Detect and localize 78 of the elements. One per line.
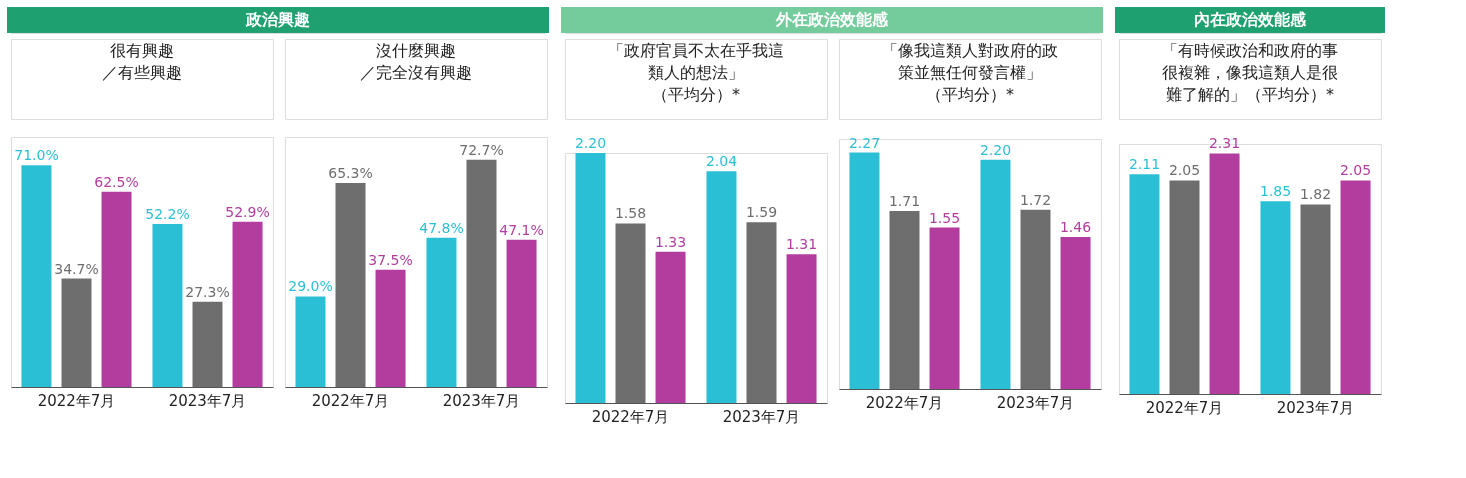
bar [1169,180,1200,394]
data-label: 1.85 [1259,183,1292,200]
data-label: 1.71 [888,192,921,209]
bar [1209,153,1240,394]
data-label: 34.7% [54,260,99,277]
bar [1020,209,1051,389]
text: 外在政治效能感 [775,10,889,29]
data-label: 52.2% [145,205,190,222]
data-label: 2.20 [574,135,607,151]
bar [426,237,457,387]
data-label: 47.1% [499,221,544,238]
data-label: 65.3% [328,164,373,181]
x-tick-label: 2022年7月 [591,407,670,426]
data-label: 1.31 [785,236,818,253]
data-label: 2.31 [1208,135,1241,152]
x-tick-label: 2022年7月 [865,393,944,412]
data-label: 29.0% [288,278,333,295]
chart-title: 「像我這類人對政府的政策並無任何發言權」（平均分）* [882,41,1058,104]
bar [1340,180,1371,394]
bar [615,223,646,403]
x-tick-label: 2023年7月 [996,393,1075,412]
data-label: 47.8% [419,219,464,236]
x-tick-label: 2022年7月 [1145,398,1224,417]
data-label: 1.46 [1059,218,1092,235]
bar [1060,236,1091,389]
bar [849,152,880,389]
bar [1260,201,1291,394]
x-tick-label: 2023年7月 [1276,398,1355,417]
x-tick-label: 2023年7月 [722,407,801,426]
bar [786,254,817,403]
bar [192,301,223,387]
data-label: 62.5% [94,173,139,190]
data-label: 27.3% [185,283,230,300]
text: 政治興趣 [245,10,310,29]
bar [506,239,537,387]
bar [889,210,920,389]
text: 內在政治效能感 [1194,10,1307,29]
data-label: 2.20 [979,141,1012,158]
bar [980,159,1011,389]
bar [335,182,366,387]
bar [295,296,326,387]
data-label: 1.55 [928,209,961,226]
x-tick-label: 2022年7月 [37,391,116,410]
bar [706,171,737,403]
chart-title: 「政府官員不太在乎我這類人的想法」（平均分）* [608,41,784,104]
bar [746,222,777,403]
x-tick-label: 2023年7月 [442,391,521,410]
data-label: 71.0% [14,147,59,164]
bar [21,165,52,387]
bar [101,191,132,387]
bar [1129,174,1160,394]
data-label: 1.72 [1019,191,1052,208]
data-label: 1.59 [745,204,778,221]
bar [232,221,263,387]
bar [575,153,606,403]
data-label: 2.05 [1339,162,1372,179]
bar [375,269,406,387]
x-tick-label: 2022年7月 [311,391,390,410]
bar [929,227,960,389]
bar [61,278,92,387]
chart-title: 很有興趣／有些興趣 [102,41,182,82]
data-label: 1.33 [654,233,687,250]
data-label: 2.04 [705,153,738,170]
bar [655,251,686,403]
data-label: 1.58 [614,205,647,222]
data-label: 37.5% [368,251,413,268]
bar [152,223,183,387]
data-label: 2.05 [1168,162,1201,179]
data-label: 72.7% [459,141,504,158]
x-tick-label: 2023年7月 [168,391,247,410]
data-label: 1.82 [1299,186,1332,203]
bar [1300,204,1331,394]
chart-title: 沒什麼興趣／完全沒有興趣 [360,41,472,82]
bar [466,159,497,387]
chart-title: 「有時候政治和政府的事很複雜，像我這類人是很難了解的」（平均分）* [1162,41,1338,104]
data-label: 52.9% [225,203,270,220]
data-label: 2.27 [848,134,881,151]
data-label: 2.11 [1128,156,1161,173]
